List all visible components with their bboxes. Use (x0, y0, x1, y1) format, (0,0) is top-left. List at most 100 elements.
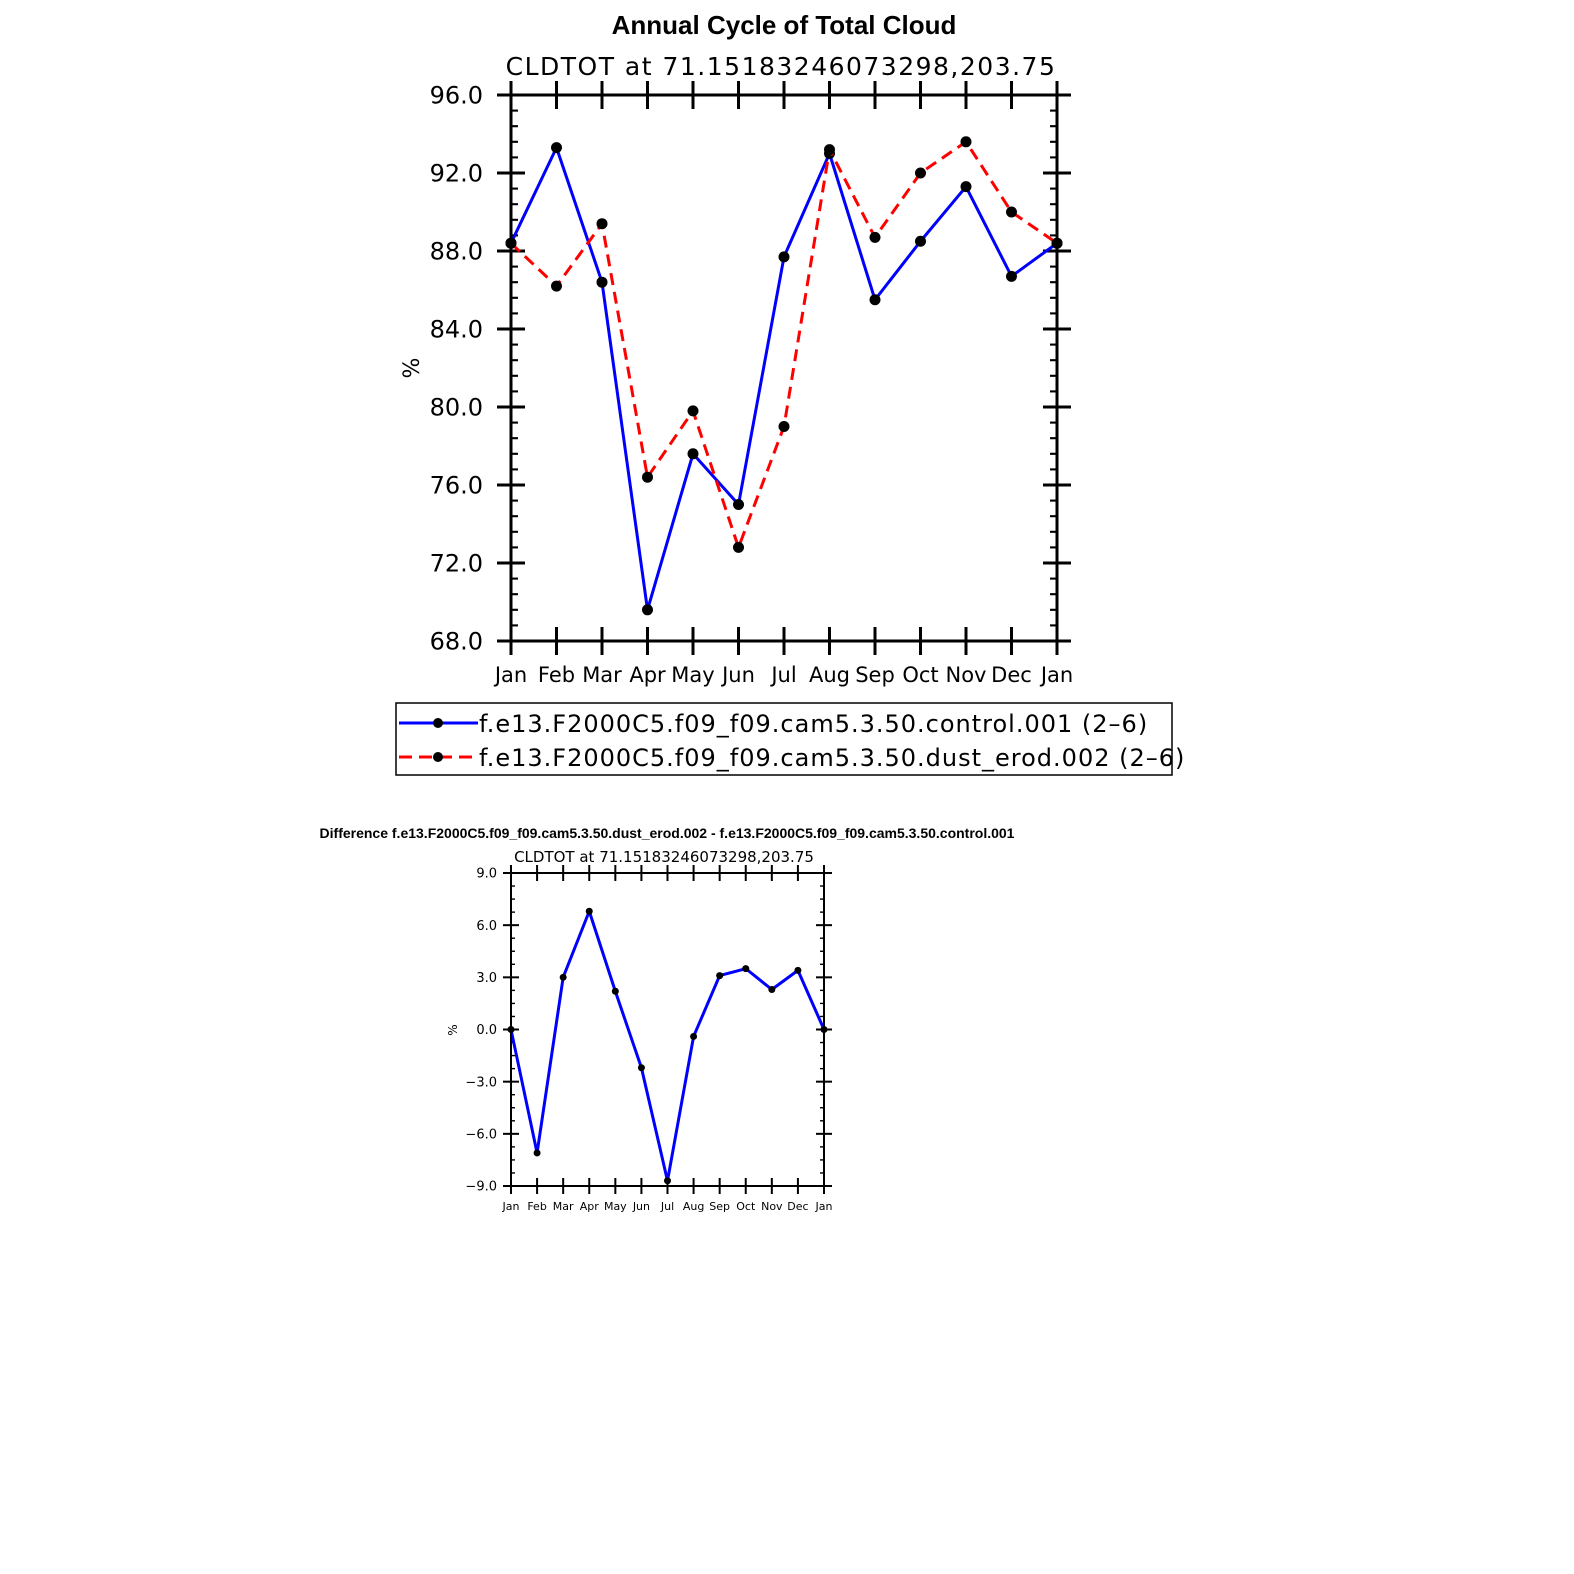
y-tick-label: −9.0 (465, 1180, 497, 1195)
y-tick-label: 92.0 (430, 160, 483, 188)
series-line-0 (509, 909, 826, 1183)
data-point (637, 1064, 645, 1072)
plot-frame (509, 93, 1059, 643)
x-tick-label: May (604, 1200, 627, 1213)
data-point (915, 235, 926, 247)
x-tick-label: Nov (946, 663, 987, 687)
chart-title: Annual Cycle of Total Cloud (612, 10, 957, 40)
data-point (824, 144, 835, 156)
legend-box (395, 702, 1173, 776)
y-tick-label: 0.0 (476, 1023, 497, 1038)
diff-axis-ticks (503, 865, 832, 1194)
x-tick-label: Jun (720, 663, 755, 687)
diff-x-tick-labels: Jan Feb Mar Apr May Jun Jul Aug Sep Oct Nov Dec Jan (502, 1200, 833, 1213)
data-point (778, 251, 790, 263)
x-tick-label: Jan (502, 1200, 520, 1213)
data-point (794, 966, 802, 974)
data-point (533, 1149, 541, 1157)
x-tick-label: Mar (553, 1200, 574, 1213)
legend-marker-control (433, 718, 443, 728)
x-tick-label: Jan (493, 663, 527, 687)
data-point (960, 136, 972, 148)
x-tick-label: Dec (787, 1200, 808, 1213)
diff-y-tick-labels: −9.0 −6.0 −3.0 0.0 3.0 6.0 9.0 (465, 867, 497, 1195)
x-tick-label: Jun (632, 1200, 650, 1213)
series-group (505, 136, 1063, 616)
y-tick-label: 9.0 (476, 867, 497, 882)
x-tick-label: Sep (855, 663, 895, 687)
difference-chart: Difference f.e13.F2000C5.f09_f09.cam5.3.… (320, 825, 1015, 1213)
data-point (869, 294, 881, 306)
x-tick-label: Feb (527, 1200, 546, 1213)
axis-ticks (497, 81, 1071, 655)
y-tick-label: 96.0 (430, 82, 483, 110)
data-point (915, 167, 926, 179)
y-tick-label: 76.0 (430, 472, 483, 500)
data-point (664, 1177, 671, 1185)
x-tick-label: Jan (815, 1200, 833, 1213)
data-point (960, 181, 972, 193)
x-tick-label: Apr (629, 663, 666, 687)
x-tick-label: Mar (582, 663, 622, 687)
x-tick-labels: Jan Feb Mar Apr May Jun Jul Aug Sep Oct Nov Dec Jan (493, 663, 1073, 687)
data-point (742, 965, 750, 973)
data-point (687, 405, 699, 417)
data-point (551, 280, 562, 292)
x-tick-label: Aug (683, 1200, 704, 1213)
y-tick-label: −3.0 (465, 1075, 497, 1090)
y-tick-label: 68.0 (430, 628, 483, 656)
data-point (687, 448, 699, 460)
x-tick-label: May (671, 663, 714, 687)
top-chart: Annual Cycle of Total Cloud CLDTOT at 71… (395, 10, 1185, 776)
data-point (642, 471, 653, 483)
data-point (733, 541, 744, 553)
legend-label-control: f.e13.F2000C5.f09_f09.cam5.3.50.control.… (479, 710, 1148, 738)
legend: f.e13.F2000C5.f09_f09.cam5.3.50.control.… (395, 702, 1185, 776)
x-tick-label: Aug (809, 663, 850, 687)
diff-chart-subtitle: CLDTOT at 71.15183246073298,203.75 (514, 848, 814, 866)
diff-chart-title: Difference f.e13.F2000C5.f09_f09.cam5.3.… (320, 825, 1015, 841)
legend-marker-dust (433, 752, 443, 762)
diff-series-group (507, 907, 828, 1185)
data-point (716, 972, 724, 980)
legend-label-dust: f.e13.F2000C5.f09_f09.cam5.3.50.dust_ero… (479, 744, 1185, 772)
x-tick-label: Jul (769, 663, 796, 687)
y-axis-label: % (400, 358, 425, 379)
data-point (611, 987, 619, 995)
y-tick-label: 80.0 (430, 394, 483, 422)
y-tick-label: −6.0 (465, 1128, 497, 1143)
data-point (768, 986, 776, 994)
data-point (869, 231, 881, 243)
data-point (1006, 206, 1017, 218)
y-tick-labels: 68.0 72.0 76.0 80.0 84.0 88.0 92.0 96.0 (430, 82, 483, 656)
x-tick-label: Feb (538, 663, 575, 687)
x-tick-label: Jul (660, 1200, 674, 1213)
y-tick-label: 72.0 (430, 550, 483, 578)
x-tick-label: Oct (736, 1200, 756, 1213)
x-tick-label: Jan (1039, 663, 1073, 687)
x-tick-label: Nov (761, 1200, 783, 1213)
x-tick-label: Apr (580, 1200, 600, 1213)
data-point (642, 604, 653, 616)
y-tick-label: 6.0 (476, 919, 497, 934)
data-point (585, 907, 593, 915)
diff-plot-frame (510, 872, 825, 1187)
data-point (690, 1032, 698, 1040)
chart-subtitle: CLDTOT at 71.15183246073298,203.75 (506, 52, 1057, 81)
x-tick-label: Oct (902, 663, 938, 687)
x-tick-label: Dec (991, 663, 1032, 687)
data-point (778, 421, 790, 432)
data-point (559, 973, 567, 981)
data-point (733, 499, 744, 510)
data-point (1006, 270, 1017, 282)
series-line-0 (509, 146, 1058, 612)
data-point (551, 142, 562, 154)
y-tick-label: 88.0 (430, 238, 483, 266)
diff-y-axis-label: % (446, 1024, 460, 1035)
x-tick-label: Sep (709, 1200, 730, 1213)
data-point (596, 218, 608, 230)
y-tick-label: 3.0 (476, 971, 497, 986)
y-tick-label: 84.0 (430, 316, 483, 344)
data-point (596, 276, 608, 288)
